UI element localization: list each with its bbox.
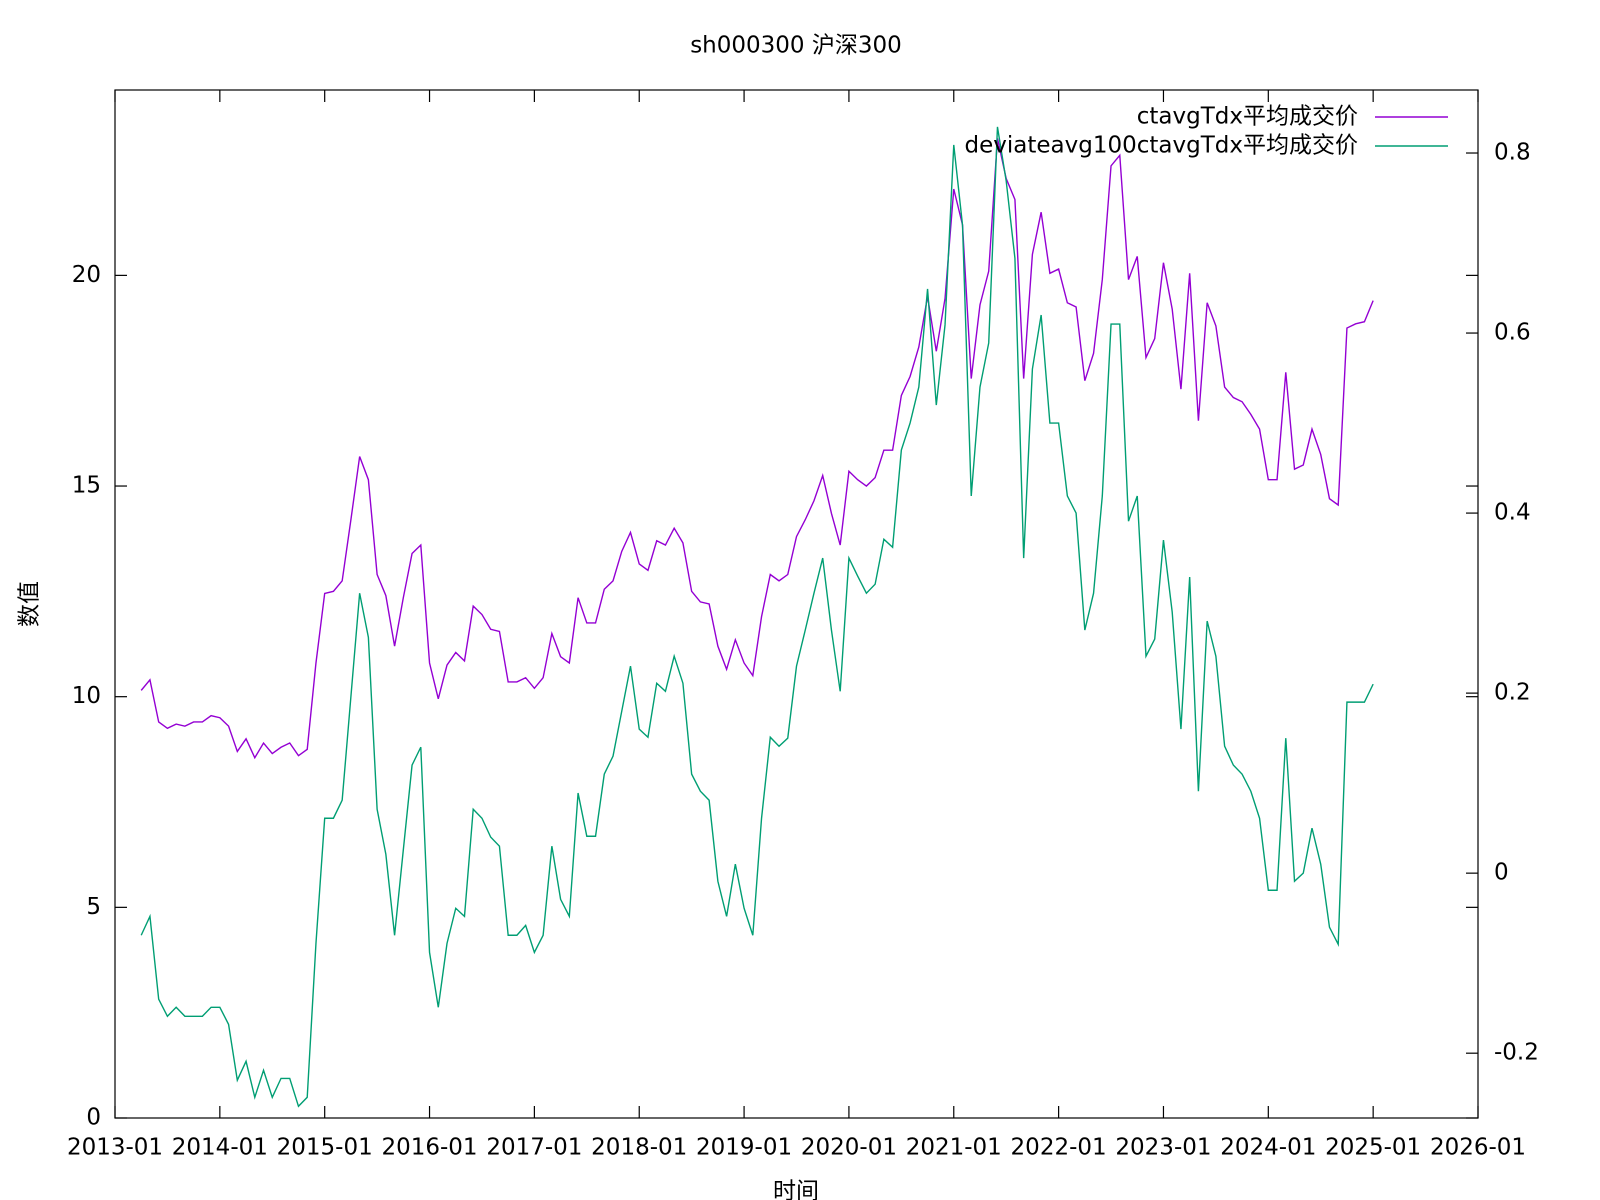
y2-tick-label: 0.2 — [1494, 680, 1531, 706]
y2-tick-label: 0.4 — [1494, 500, 1531, 526]
x-tick-label: 2019-01 — [696, 1135, 792, 1161]
series-line — [140, 126, 1374, 1108]
x-tick-label: 2022-01 — [1011, 1135, 1107, 1161]
x-axis-label: 时间 — [773, 1179, 819, 1200]
x-tick-label: 2020-01 — [801, 1135, 897, 1161]
x-tick-label: 2024-01 — [1220, 1135, 1316, 1161]
y-tick-label: 0 — [86, 1105, 101, 1131]
x-tick-label: 2015-01 — [277, 1135, 373, 1161]
x-tick-label: 2025-01 — [1325, 1135, 1421, 1161]
chart-title: sh000300 沪深300 — [690, 33, 902, 59]
y-axis-label: 数值 — [17, 581, 43, 627]
y2-tick-label: 0.8 — [1494, 140, 1531, 166]
x-tick-label: 2021-01 — [906, 1135, 1002, 1161]
y-tick-label: 5 — [86, 894, 101, 920]
y-tick-label: 10 — [72, 683, 101, 709]
x-tick-label: 2013-01 — [67, 1135, 163, 1161]
x-tick-label: 2018-01 — [591, 1135, 687, 1161]
y2-tick-label: 0 — [1494, 860, 1509, 886]
y2-tick-label: -0.2 — [1494, 1040, 1539, 1066]
legend-label: deviateavg100ctavgTdx平均成交价 — [965, 133, 1358, 159]
series-line — [140, 138, 1374, 760]
x-tick-label: 2016-01 — [381, 1135, 477, 1161]
x-tick-label: 2023-01 — [1115, 1135, 1211, 1161]
y-tick-label: 20 — [72, 262, 101, 288]
plot-frame — [114, 89, 1479, 1119]
y2-tick-label: 0.6 — [1494, 320, 1531, 346]
y-tick-label: 15 — [72, 473, 101, 499]
x-tick-label: 2026-01 — [1430, 1135, 1526, 1161]
x-tick-label: 2017-01 — [486, 1135, 582, 1161]
x-tick-label: 2014-01 — [172, 1135, 268, 1161]
legend-label: ctavgTdx平均成交价 — [1137, 104, 1358, 130]
